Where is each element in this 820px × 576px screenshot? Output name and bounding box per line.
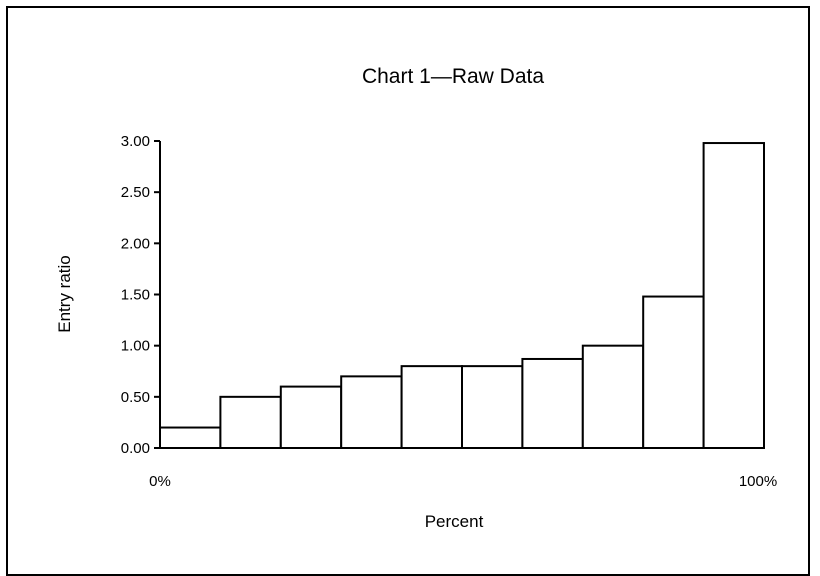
bar-9 [642, 295, 705, 449]
bars [159, 142, 765, 450]
bar-5 [400, 365, 464, 449]
y-tick-label: 0.50 [121, 389, 150, 406]
x-tick-label-end: 100% [739, 473, 777, 490]
bar-1 [159, 426, 222, 449]
bar-2 [219, 395, 282, 450]
y-tick-label: 2.00 [121, 235, 150, 252]
y-tick-label: 3.00 [121, 133, 150, 150]
y-tick-label: 0.00 [121, 440, 150, 457]
x-tick-label-start: 0% [149, 473, 171, 490]
y-tick-label: 1.50 [121, 287, 150, 304]
y-tick-label: 2.50 [121, 184, 150, 201]
bar-3 [279, 385, 343, 450]
chart-title: Chart 1—Raw Data [362, 65, 544, 88]
bar-7 [521, 357, 584, 449]
y-tick-label: 1.00 [121, 338, 150, 355]
bar-4 [340, 375, 403, 449]
bar-8 [581, 344, 645, 449]
bar-10 [702, 142, 765, 449]
x-axis-label: Percent [425, 512, 484, 531]
y-ticks: 0.00 0.50 1.00 1.50 2.00 2.50 3.00 [121, 133, 160, 457]
bar-6 [461, 365, 524, 449]
y-axis-label: Entry ratio [55, 255, 74, 332]
